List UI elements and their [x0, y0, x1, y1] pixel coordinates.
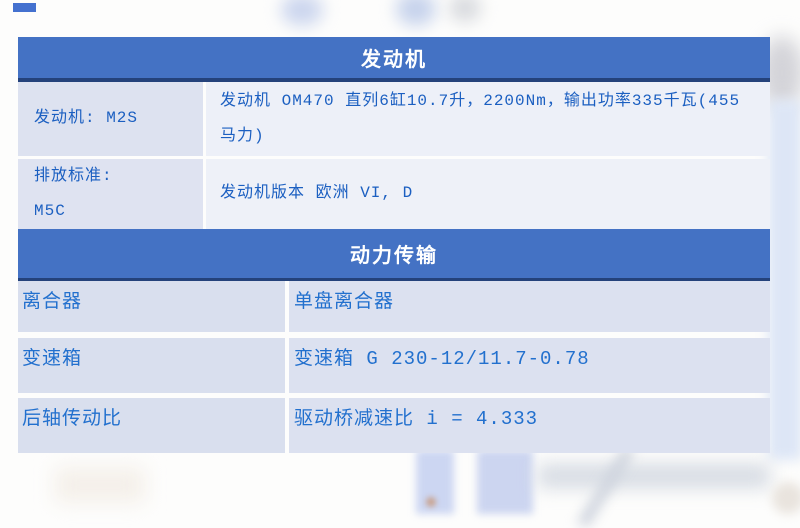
background-blob-blue-1 — [281, 0, 323, 26]
gearbox-value: 变速箱 G 230-12/11.7-0.78 — [294, 348, 590, 370]
spec-table: 发动机 发动机: M2S 发动机 OM470 直列6缸10.7升，2200Nm，… — [18, 37, 770, 453]
axle-ratio-value-cell: 驱动桥减速比 i = 4.333 — [289, 398, 770, 453]
corner-blue-square — [13, 3, 36, 12]
engine-value: 发动机 OM470 直列6缸10.7升，2200Nm，输出功率335千瓦(455… — [220, 91, 741, 145]
background-bottom-smudge — [538, 464, 770, 488]
axle-ratio-label-cell: 后轴传动比 — [18, 398, 285, 453]
section-header-powertrain: 动力传输 — [18, 229, 770, 281]
clutch-value: 单盘离合器 — [294, 291, 395, 313]
table-row-gearbox: 变速箱 变速箱 G 230-12/11.7-0.78 — [18, 338, 770, 393]
background-blob-gray — [449, 0, 481, 22]
emission-value-cell: 发动机版本 欧洲 VI, D — [206, 159, 770, 229]
gearbox-value-cell: 变速箱 G 230-12/11.7-0.78 — [289, 338, 770, 393]
table-row-axle-ratio: 后轴传动比 驱动桥减速比 i = 4.333 — [18, 398, 770, 453]
background-bottom-bar-1 — [416, 450, 454, 514]
engine-value-cell: 发动机 OM470 直列6缸10.7升，2200Nm，输出功率335千瓦(455… — [206, 82, 770, 156]
axle-ratio-label: 后轴传动比 — [22, 408, 123, 430]
emission-label-line1: 排放标准: — [34, 166, 113, 185]
emission-value: 发动机版本 欧洲 VI, D — [220, 184, 414, 203]
gearbox-label: 变速箱 — [22, 348, 83, 370]
emission-label-line2: M5C — [34, 202, 66, 220]
background-bottom-right-circle — [772, 482, 800, 514]
section-header-engine-label: 发动机 — [361, 49, 427, 71]
section-header-engine: 发动机 — [18, 37, 770, 82]
emission-label-cell: 排放标准: M5C — [18, 159, 203, 229]
clutch-label: 离合器 — [22, 291, 83, 313]
clutch-value-cell: 单盘离合器 — [289, 281, 770, 332]
gearbox-label-cell: 变速箱 — [18, 338, 285, 393]
background-right-band — [768, 100, 800, 460]
engine-label: 发动机: M2S — [34, 109, 139, 128]
table-row-emission: 排放标准: M5C 发动机版本 欧洲 VI, D — [18, 159, 770, 229]
background-blob-blue-2 — [396, 0, 436, 26]
background-bottom-dot — [426, 497, 436, 507]
table-row-engine: 发动机: M2S 发动机 OM470 直列6缸10.7升，2200Nm，输出功率… — [18, 82, 770, 156]
background-bottom-left-smudge — [55, 468, 145, 502]
engine-label-cell: 发动机: M2S — [18, 82, 203, 156]
axle-ratio-value: 驱动桥减速比 i = 4.333 — [294, 408, 539, 430]
background-diagonal-streak — [577, 445, 635, 528]
background-bottom-bar-2 — [477, 450, 533, 514]
table-row-clutch: 离合器 单盘离合器 — [18, 281, 770, 332]
section-header-powertrain-label: 动力传输 — [350, 245, 438, 267]
clutch-label-cell: 离合器 — [18, 281, 285, 332]
